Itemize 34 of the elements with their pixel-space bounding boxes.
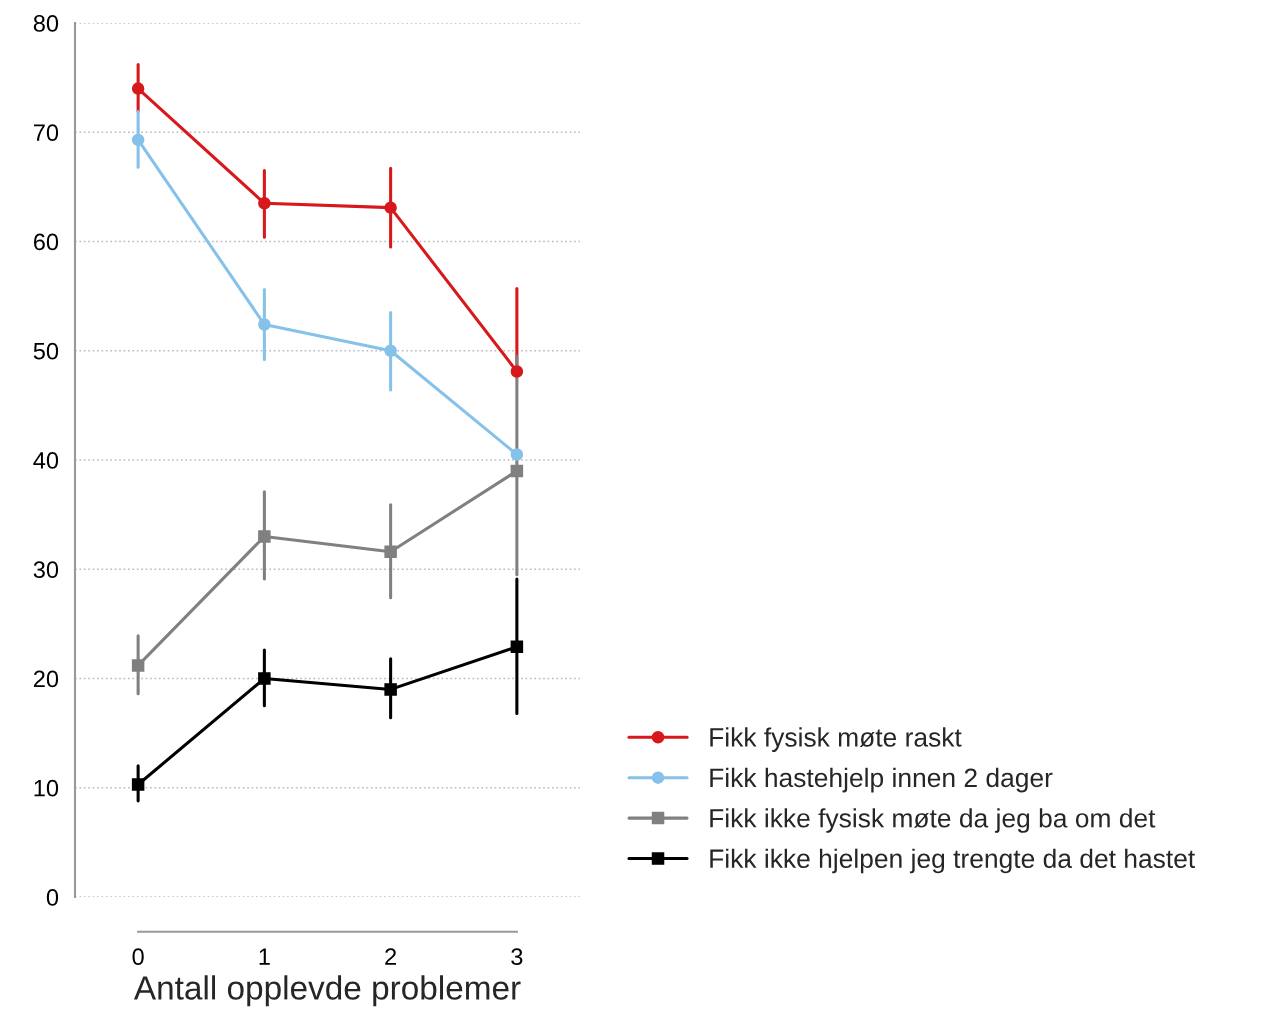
point (510, 464, 524, 478)
point (510, 640, 524, 654)
legend-label: Fikk ikke fysisk møte da jeg ba om det (710, 808, 1156, 833)
point (131, 778, 145, 791)
x-axis-title: Antall opplevde problemer (133, 975, 521, 1007)
point (258, 318, 271, 331)
y-tick-label: 80 (33, 15, 59, 32)
legend-label: Fikk ikke hjelpen jeg trengte da det hastet (710, 848, 1195, 874)
point (131, 659, 145, 672)
y-tick-label: 40 (33, 452, 59, 469)
y-tick-label: 20 (33, 670, 59, 688)
point (510, 448, 524, 461)
y-tick-label: 10 (34, 779, 59, 797)
x-tick-label: 0 (132, 948, 144, 966)
point (384, 201, 397, 214)
point (131, 82, 145, 95)
point (258, 197, 271, 210)
y-tick-label: 70 (33, 124, 59, 142)
point (384, 683, 397, 696)
point (131, 133, 145, 147)
legend-label: Fikk fysisk møte raskt (710, 727, 962, 752)
y-tick-label: 0 (46, 889, 59, 906)
y-tick-label: 50 (33, 342, 59, 360)
point (510, 365, 524, 378)
x-tick-label: 2 (385, 948, 397, 965)
point (384, 545, 397, 559)
y-tick-label: 60 (33, 233, 59, 251)
point (258, 530, 271, 543)
point (384, 344, 397, 358)
legend-label: Fikk hastehjelp innen 2 dager (710, 767, 1053, 793)
y-tick-label: 30 (33, 561, 59, 579)
point (258, 672, 271, 685)
x-tick-label: 3 (511, 948, 523, 966)
x-tick-label: 1 (259, 948, 270, 965)
